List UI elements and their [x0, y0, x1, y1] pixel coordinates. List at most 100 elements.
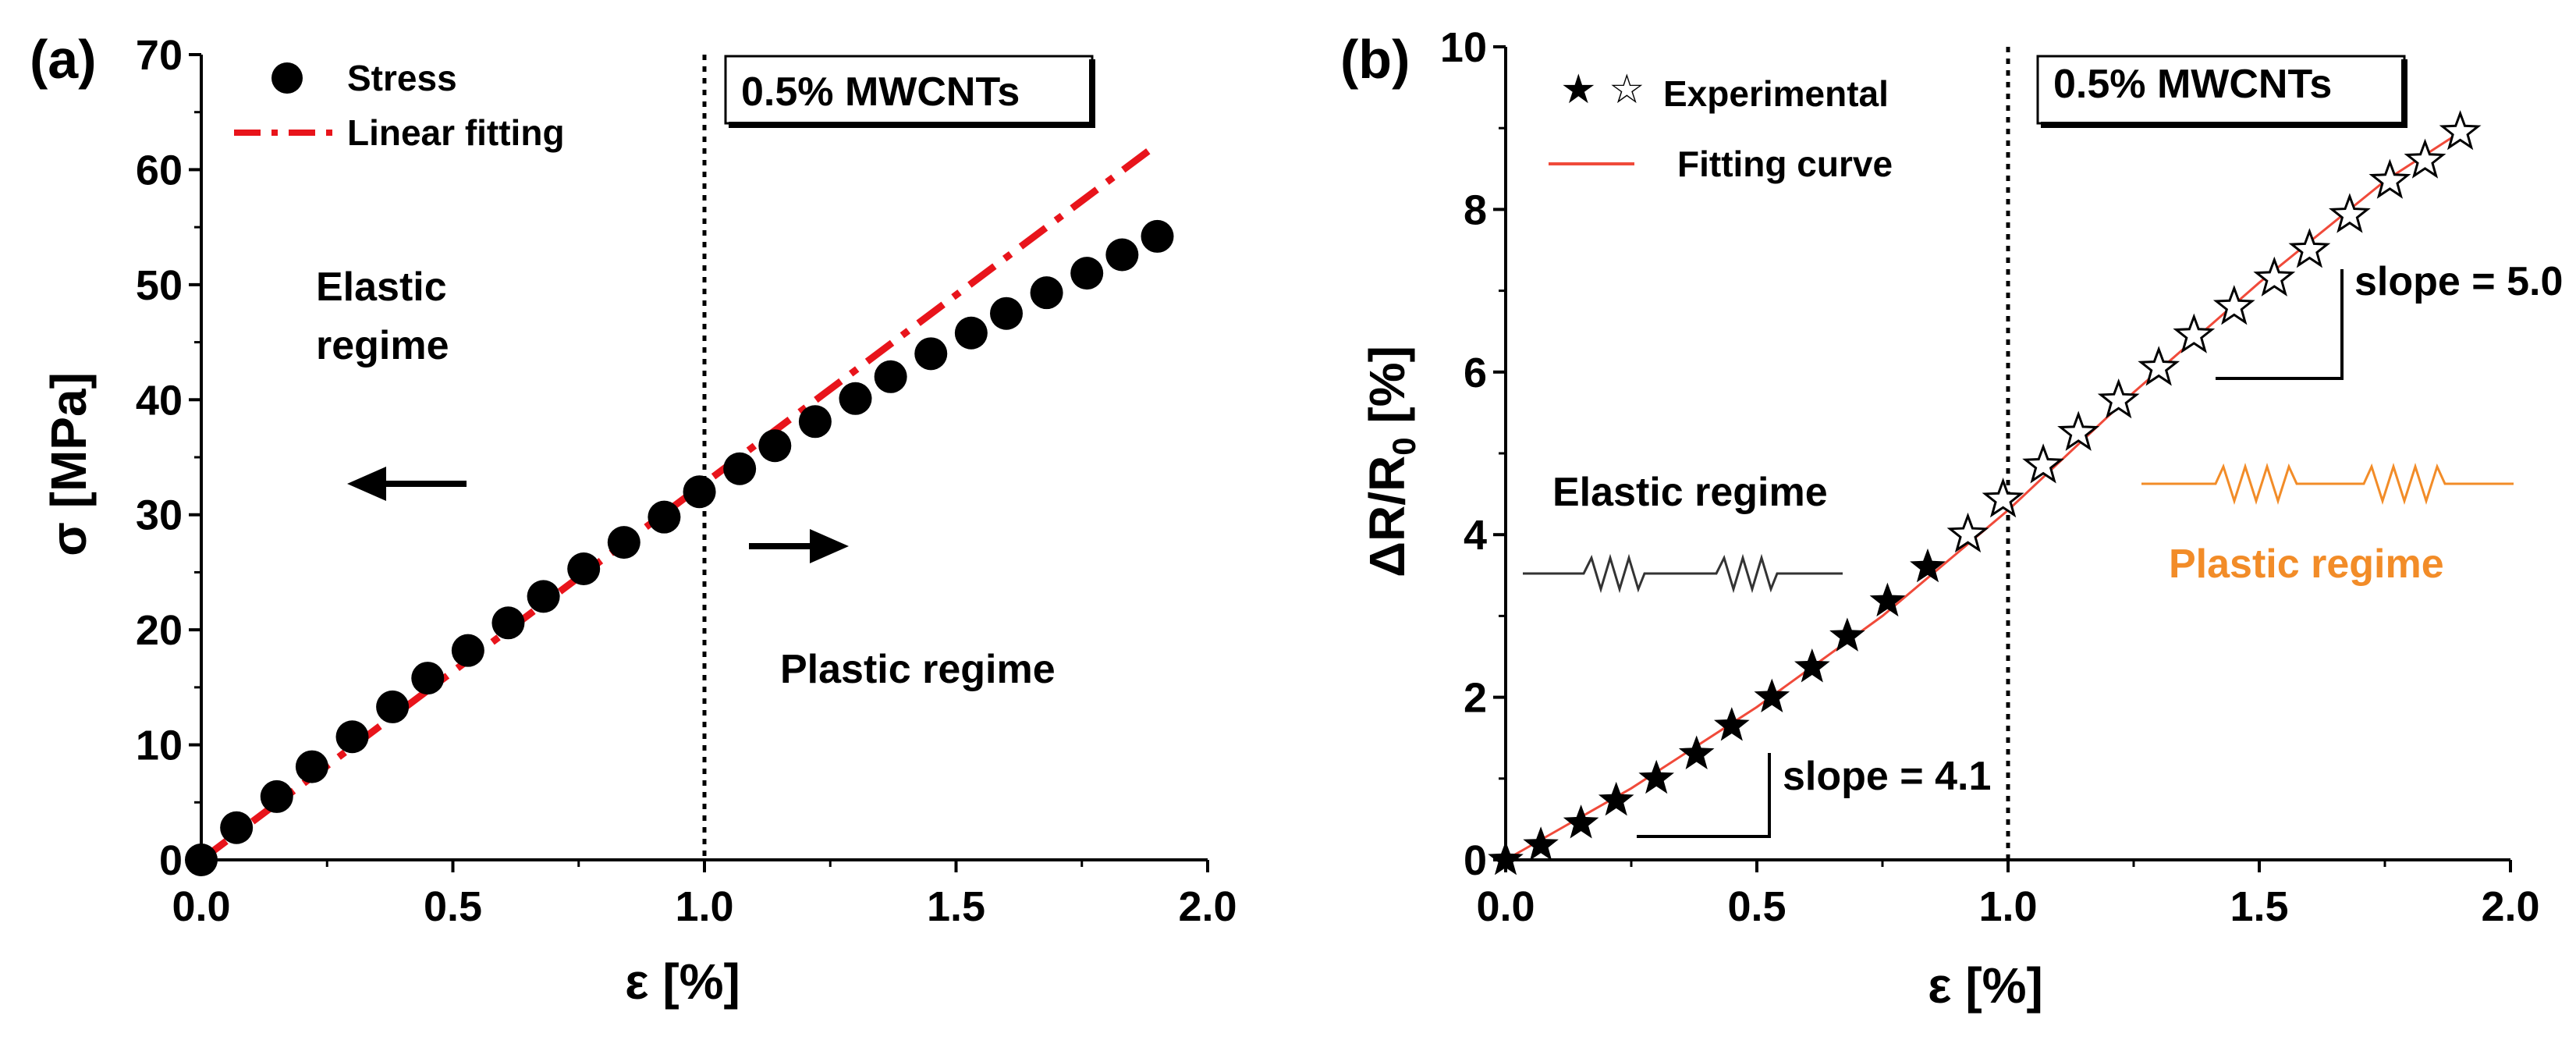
experimental-point-open: [2368, 158, 2411, 199]
y-tick-label: 4: [1464, 512, 1487, 559]
y-tick-label: 8: [1464, 186, 1487, 233]
y-tick-label: 6: [1464, 350, 1487, 396]
experimental-point-filled: [1598, 781, 1634, 816]
experimental-point-open: [2212, 285, 2255, 325]
panel-a-xlabel: ε [%]: [625, 954, 740, 1010]
legend-stress-label: Stress: [347, 58, 457, 98]
x-tick-label: 1.5: [927, 883, 985, 930]
slope-high-label: slope = 5.0: [2354, 259, 2563, 304]
stress-point: [683, 475, 716, 509]
stress-point: [914, 337, 948, 371]
panel-a-ylabel: σ [MPa]: [41, 372, 97, 556]
stress-point: [874, 360, 907, 393]
panel-b-ylabel: ΔR/R0 [%]: [1359, 346, 1422, 577]
stress-point: [260, 780, 293, 813]
x-tick-label: 0.0: [172, 883, 230, 930]
stress-point: [758, 429, 792, 463]
x-tick-label: 1.0: [1978, 883, 2037, 930]
legend-fit-label: Linear fitting: [347, 112, 565, 153]
plastic-regime-label: Plastic regime: [2169, 542, 2444, 587]
y-tick-label: 0: [1464, 837, 1487, 884]
stress-point: [295, 750, 328, 783]
x-tick-label: 2.0: [1178, 883, 1237, 930]
x-tick-label: 1.5: [2230, 883, 2288, 930]
stress-point: [335, 720, 369, 754]
stress-point: [798, 405, 832, 439]
stress-point: [527, 580, 560, 613]
y-tick-label: 10: [1440, 24, 1487, 71]
experimental-point-filled: [1869, 582, 1906, 617]
y-tick-label: 30: [136, 492, 183, 539]
panel-b: (b) 0.0 0.5 1.0 1.5 2.0 0 2 4 6 8 10 ★ ☆ Experimen…: [1340, 24, 2563, 1014]
experimental-point-open: [2173, 313, 2216, 353]
panel-b-xlabel: ε [%]: [1928, 957, 2043, 1014]
right-arrow-icon: [810, 529, 849, 563]
experimental-point-open: [1946, 512, 1989, 553]
experimental-point-filled: [1714, 707, 1750, 741]
stress-point: [648, 500, 681, 534]
y-tick-label: 40: [136, 377, 183, 424]
experimental-point-open: [2097, 378, 2140, 419]
experimental-point-filled: [1754, 678, 1790, 712]
elastic-label-line2: regime: [316, 323, 449, 368]
y-tick-label: 70: [136, 32, 183, 79]
y-tick-label: 20: [136, 607, 183, 654]
stress-point: [491, 606, 525, 640]
experimental-point-filled: [1829, 617, 1865, 652]
panel-a-data: [185, 141, 1174, 876]
stress-point: [451, 634, 484, 667]
stress-point: [1070, 257, 1104, 290]
panel-b-axes: 0.0 0.5 1.0 1.5 2.0 0 2 4 6 8 10: [1440, 24, 2540, 930]
legend-open-star-icon: ☆: [1609, 66, 1645, 113]
slope-low-label: slope = 4.1: [1783, 754, 1991, 799]
panel-b-label: (b): [1340, 29, 1410, 90]
stress-point: [1141, 219, 1174, 253]
y-tick-label: 50: [136, 262, 183, 309]
plastic-label: Plastic regime: [780, 647, 1056, 692]
x-tick-label: 0.5: [424, 883, 482, 930]
stress-point: [1030, 276, 1063, 310]
ylabel-sub: 0: [1386, 437, 1422, 455]
panel-a: (a) 0.0 0.5 1.0 1.5 2.0 0 10 20 30 40 50 60 70 Stres…: [30, 29, 1237, 1010]
legend-experimental-label: Experimental: [1663, 73, 1889, 114]
panel-a-legend: Stress Linear fitting: [234, 58, 565, 153]
experimental-point-open: [2328, 193, 2371, 233]
experimental-point-filled: [1678, 735, 1715, 769]
experimental-point-filled: [1488, 841, 1524, 875]
stress-point: [376, 690, 410, 723]
experimental-point-filled: [1523, 826, 1559, 861]
x-tick-label: 0.0: [1476, 883, 1535, 930]
stress-point: [411, 662, 445, 695]
experimental-point-open: [2057, 410, 2100, 451]
slope-high-triangle: [2216, 269, 2344, 380]
panel-a-axes: 0.0 0.5 1.0 1.5 2.0 0 10 20 30 40 50 60 70: [136, 32, 1237, 930]
stress-point: [723, 452, 757, 485]
plastic-spring-icon: [2141, 463, 2514, 505]
experimental-point-open: [2138, 346, 2180, 386]
elastic-regime-label: Elastic regime: [1552, 470, 1828, 515]
linear-fit-line: [199, 141, 1160, 863]
experimental-point-filled: [1794, 648, 1830, 683]
y-tick-label: 2: [1464, 675, 1487, 722]
ylabel-main: ΔR/R: [1359, 456, 1415, 577]
ylabel-unit: [%]: [1359, 346, 1415, 437]
x-tick-label: 0.5: [1727, 883, 1786, 930]
x-tick-label: 2.0: [2481, 883, 2539, 930]
experimental-point-open: [2404, 138, 2446, 179]
legend-fitting-label: Fitting curve: [1677, 144, 1893, 184]
experimental-point-open: [2288, 228, 2331, 268]
experimental-point-open: [2253, 256, 2296, 297]
experimental-point-filled: [1910, 548, 1946, 583]
stress-point: [185, 843, 218, 876]
stress-point: [1105, 238, 1139, 272]
stress-point: [220, 811, 254, 844]
slope-low-triangle: [1637, 753, 1771, 838]
y-tick-label: 0: [159, 837, 183, 884]
panel-b-box-label: 0.5% MWCNTs: [2053, 62, 2332, 107]
left-arrow-icon: [347, 467, 386, 501]
x-tick-label: 1.0: [675, 883, 733, 930]
legend-filled-star-icon: ★: [1560, 66, 1597, 113]
panel-b-legend: ★ ☆ Experimental Fitting curve: [1549, 66, 1893, 184]
panel-b-data: [1488, 110, 2482, 875]
